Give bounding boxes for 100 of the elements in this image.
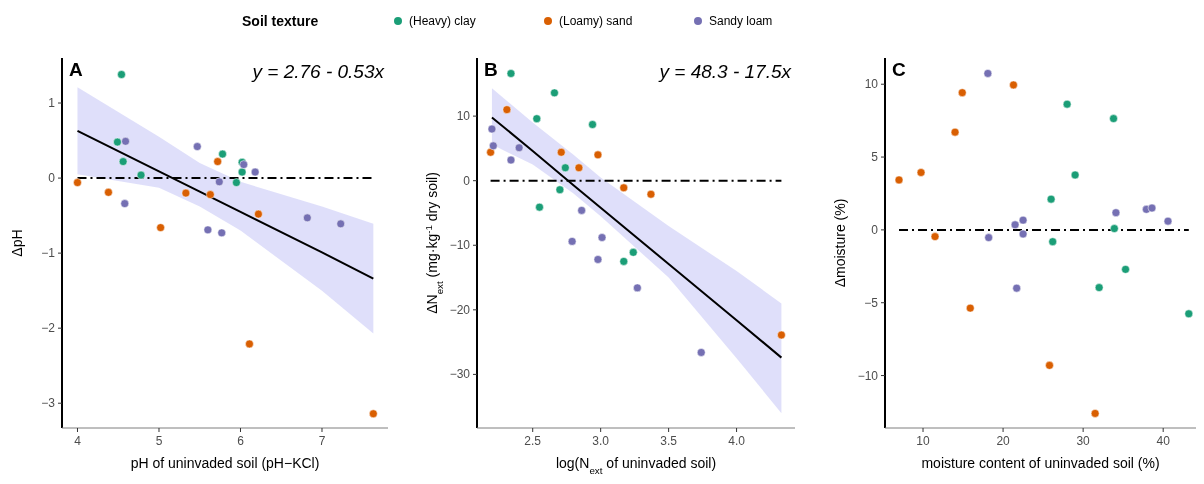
point (489, 141, 498, 151)
point (121, 137, 130, 146)
x-tick-label: 2.5 (524, 434, 542, 448)
legend-label: Sandy loam (709, 14, 773, 28)
point (1121, 265, 1130, 274)
x-axis-title: moisture content of uninvaded soil (%) (921, 455, 1160, 471)
point (561, 163, 570, 172)
point (619, 183, 629, 193)
point (588, 120, 597, 129)
point (120, 199, 129, 208)
point (1184, 309, 1194, 319)
y-tick-label: 10 (864, 77, 879, 92)
y-tick-label: 5 (871, 150, 879, 165)
x-tick-label: 10 (916, 434, 931, 448)
point (181, 188, 191, 198)
point (156, 223, 165, 232)
point (237, 167, 247, 177)
point (629, 248, 638, 257)
point (1048, 237, 1057, 246)
point (1147, 203, 1157, 213)
point (916, 168, 926, 177)
y-tick-label: −5 (864, 295, 879, 310)
annotation: y = 2.76 - 0.53x (250, 61, 386, 82)
y-tick-label: −1 (41, 246, 56, 261)
point (203, 225, 213, 235)
point (593, 255, 603, 264)
point (1009, 80, 1018, 90)
point (1045, 361, 1054, 370)
x-tick-label: 4 (74, 434, 82, 448)
x-tick-label: 3.0 (592, 434, 610, 448)
legend-label: (Heavy) clay (409, 14, 476, 28)
point (514, 143, 524, 152)
point (593, 150, 603, 160)
x-tick-label: 40 (1156, 434, 1171, 448)
point (217, 228, 226, 238)
point (1018, 215, 1028, 225)
y-tick-label: −3 (41, 396, 56, 411)
point (633, 283, 642, 293)
point (118, 157, 128, 166)
point (535, 202, 544, 212)
y-tick-label: 0 (48, 171, 56, 186)
point (215, 177, 224, 187)
point (303, 213, 312, 223)
point (245, 339, 254, 349)
point (218, 149, 227, 159)
y-axis-title: ΔpH (9, 229, 25, 257)
y-tick-label: −10 (857, 368, 879, 383)
annotation: C (892, 59, 906, 80)
point (532, 114, 542, 123)
y-tick-label: 0 (871, 222, 879, 237)
point (1062, 99, 1072, 109)
point (136, 170, 146, 180)
point (73, 178, 82, 187)
x-tick-label: 5 (155, 434, 163, 448)
point (1090, 409, 1100, 418)
x-axis-title: pH of uninvaded soil (pH−KCl) (130, 455, 320, 471)
point (966, 303, 975, 313)
point (1010, 220, 1020, 230)
x-tick-label: 3.5 (660, 434, 678, 448)
point (336, 219, 345, 229)
point (506, 69, 516, 78)
x-tick-label: 6 (237, 434, 245, 448)
point (777, 330, 786, 340)
point (1012, 283, 1021, 293)
y-tick-label: 0 (463, 173, 471, 188)
x-tick-label: 20 (996, 434, 1011, 448)
annotation: A (69, 59, 83, 80)
y-tick-label: −20 (449, 302, 471, 317)
legend-title: Soil texture (242, 13, 319, 29)
y-axis-title: Δmoisture (%) (832, 198, 848, 288)
y-tick-label: 10 (456, 109, 471, 124)
point (550, 88, 559, 98)
point (502, 105, 512, 114)
point (1018, 229, 1028, 239)
x-tick-label: 30 (1076, 434, 1091, 448)
annotation: B (484, 59, 498, 80)
line-series (76, 129, 375, 280)
point (894, 175, 904, 185)
y-tick-label: −30 (449, 367, 471, 382)
point (619, 257, 629, 266)
point (193, 142, 202, 151)
point (577, 206, 586, 215)
y-tick-label: 1 (48, 96, 56, 111)
point (113, 137, 122, 147)
legend-label: (Loamy) sand (559, 14, 633, 28)
point (557, 148, 566, 157)
y-tick-label: −2 (41, 321, 56, 336)
point (254, 209, 263, 219)
point (213, 157, 222, 166)
point (646, 190, 656, 199)
point (958, 88, 967, 97)
point (983, 69, 993, 78)
y-tick-label: −10 (449, 238, 471, 253)
point (567, 237, 577, 246)
point (696, 348, 706, 357)
point (232, 178, 241, 187)
point (206, 190, 215, 199)
point (1094, 283, 1104, 292)
x-axis-title: log(N$_{ext}$ of uninvaded soil) (555, 455, 717, 476)
point (597, 233, 607, 242)
